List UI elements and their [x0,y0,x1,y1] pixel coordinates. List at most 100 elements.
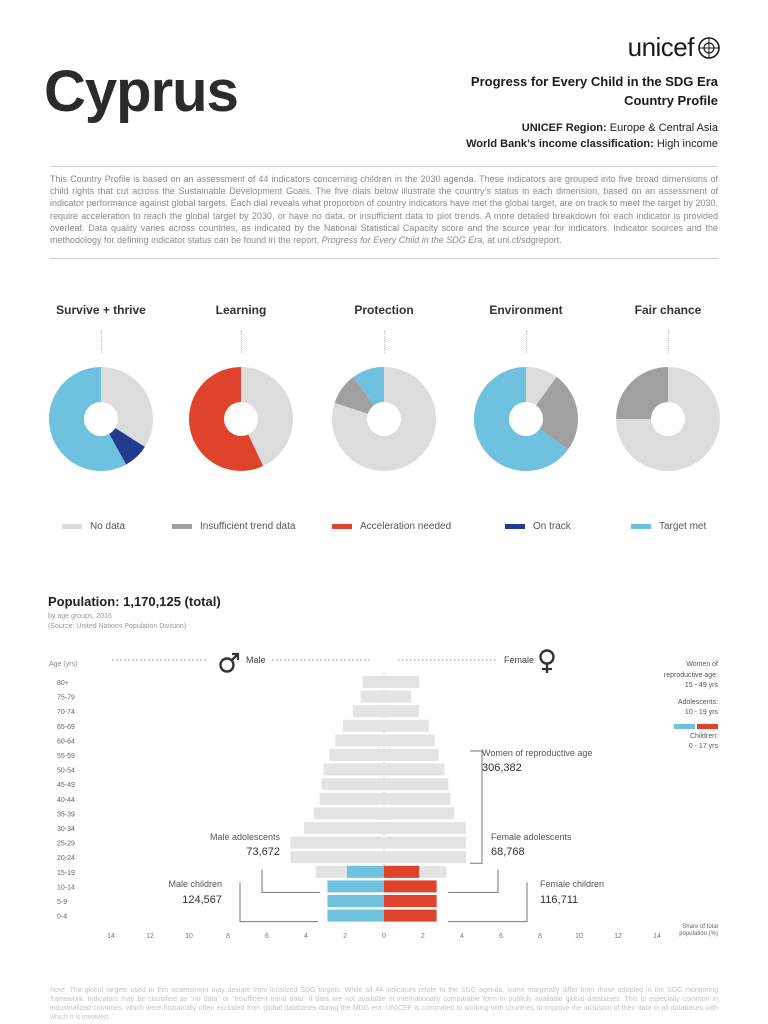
age-tick-label: 15-19 [57,870,75,877]
age-tick-label: 60-64 [57,738,75,745]
legend-label: No data [90,521,126,532]
age-axis-label: Age (yrs) [49,661,77,668]
dial-hole [509,402,543,436]
dial-connector [526,331,527,353]
country-title: Cyprus [44,59,239,124]
male-bar [323,763,384,776]
female-children-bracket [448,882,528,923]
x-tick-label: 12 [146,933,154,940]
legend-swatch [332,524,352,529]
male-bar [327,895,384,907]
share-label: population (%) [679,931,718,937]
x-tick-label: 12 [614,933,622,940]
x-tick-label: 14 [653,933,661,940]
legend-item-acceleration-needed: Acceleration needed [332,521,451,532]
dial-hole [651,402,685,436]
female-bar [384,763,445,776]
share-label: Share of total [682,924,718,930]
male-bar [335,734,384,747]
unicef-logo: unicef [628,32,720,63]
population-sub1: by age groups, 2016 [48,613,112,620]
x-tick-label: 0 [382,933,386,940]
key-label: Children: [690,733,718,740]
male-bar [319,792,384,805]
dial-segment-insufficient [616,367,668,419]
age-tick-label: 20-24 [57,855,75,862]
intro-link[interactable]: uni.cf/sdgreport [497,235,560,246]
legend-swatch [62,524,82,529]
male-bar [290,836,384,849]
title-line-1: Progress for Every Child in the SDG Era [470,74,718,89]
region-label: UNICEF Region: [521,122,607,134]
intro-text: This Country Profile is based on an asse… [50,174,718,246]
key-label: 15 - 49 yrs [685,682,719,689]
income-value: High income [656,138,718,150]
male-label: Male [246,655,266,665]
key-swatch-female [697,724,718,729]
legend-label: Insufficient trend data [200,521,296,532]
profile-meta: UNICEF Region: Europe & Central Asia Wor… [466,120,718,152]
x-tick-label: 4 [304,933,308,940]
dial-connector [668,331,669,353]
key-label: Adolescents: [678,699,718,706]
female-bar [384,792,451,805]
male-adolescents-bracket [261,869,320,893]
male-bar [327,880,384,893]
x-tick-label: 6 [265,933,269,940]
male-bar [329,749,384,761]
age-tick-label: 25-29 [57,841,75,848]
dial-connector [241,331,242,353]
legend-swatch [505,524,525,529]
male-bar [360,690,384,703]
female-bar [384,705,420,718]
dial-label-fair-chance: Fair chance [634,303,702,317]
female-children-label: Female children [540,879,604,889]
female-adolescents-bracket [448,869,499,893]
female-bar [384,822,466,834]
male-adolescents-label: Male adolescents [210,832,281,842]
dial-learning [188,367,293,471]
dial-fair-chance [616,367,720,471]
women-repro-value: 306,382 [482,762,522,774]
male-adolescent-highlight [346,865,384,878]
female-bar [384,690,412,703]
male-bar [290,851,384,864]
key-swatch-male [674,724,695,729]
age-tick-label: 55-59 [57,753,75,760]
female-bar [384,734,435,747]
female-adolescents-value: 68,768 [491,846,525,858]
population-source: (Source: United Nations Population Divis… [48,623,187,630]
population-subtitle: by age groups, 2016 (Source: United Nati… [48,612,186,632]
age-tick-label: 40-44 [57,797,75,804]
dial-label-learning: Learning [215,303,267,317]
women-repro-label: Women of reproductive age [482,748,592,758]
female-adolescents-label: Female adolescents [491,832,572,842]
key-label: Women of [686,661,718,668]
female-bar [384,895,437,907]
dial-segment-no-data [241,367,293,467]
dial-hole [224,402,258,436]
age-tick-label: 0-4 [57,914,67,921]
legend-item-target-met: Target met [631,521,706,532]
x-tick-label: 6 [499,933,503,940]
footer-note: Note: The global targets used in this as… [50,987,718,1021]
male-bar [362,676,384,688]
male-children-bracket [239,882,318,923]
dial-environment [473,367,578,471]
x-tick-label: 10 [185,933,193,940]
female-bar [384,749,439,761]
female-bar [384,851,466,864]
age-tick-label: 70-74 [57,709,75,716]
age-tick-label: 5-9 [57,899,67,906]
x-tick-label: 2 [421,933,425,940]
female-bar [384,778,449,791]
female-bar [384,909,437,922]
male-children-label: Male children [168,879,222,889]
legend-label: Acceleration needed [360,521,452,532]
intro-report-title: Progress for Every Child in the SDG Era [321,235,483,246]
male-adolescents-value: 73,672 [246,846,280,858]
women-repro-bracket [470,750,483,864]
logo-text: unicef [627,32,695,62]
age-tick-label: 45-49 [57,782,75,789]
female-bar [384,676,420,688]
